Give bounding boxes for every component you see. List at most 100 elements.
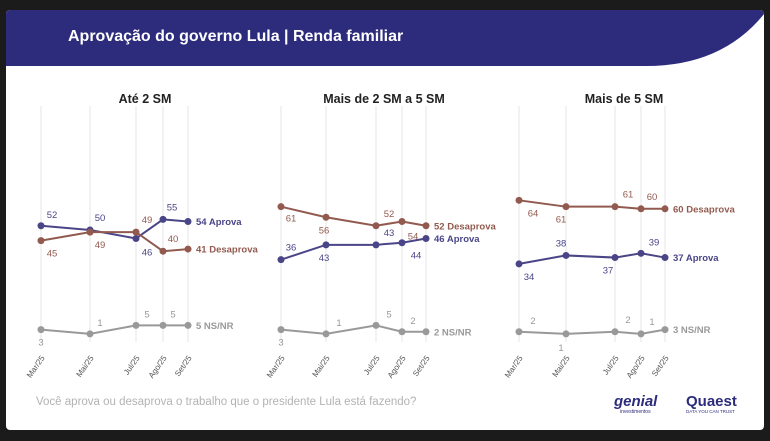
x-tick-label: Mar/25 — [503, 354, 525, 380]
data-label: 43 — [384, 228, 395, 239]
data-label: 37 — [603, 266, 614, 277]
data-point — [372, 241, 380, 249]
data-point — [184, 321, 192, 329]
data-label: 39 — [649, 237, 660, 248]
x-tick-label: Mar/25 — [25, 354, 47, 380]
x-tick-label: Ago/25 — [147, 354, 169, 380]
series-line — [40, 218, 189, 240]
title-banner — [6, 10, 764, 66]
data-point — [37, 326, 45, 334]
data-label: 40 — [168, 234, 179, 245]
quaest-logo: Quaest DATA YOU CAN TRUST — [686, 394, 737, 414]
data-point — [398, 239, 406, 247]
series-end-label: 2 NS/NR — [434, 327, 472, 338]
series-end-label: 52 Desaprova — [434, 221, 497, 232]
data-point — [277, 326, 285, 334]
data-label: 5 — [386, 309, 391, 320]
data-point — [86, 228, 94, 236]
genial-logo: genial investimentos — [614, 394, 657, 415]
data-label: 3 — [278, 338, 283, 349]
x-tick-label: Mai/25 — [550, 354, 571, 379]
data-point — [132, 321, 140, 329]
data-label: 38 — [556, 238, 567, 249]
x-tick-label: Jul/25 — [122, 354, 142, 377]
series-end-label: 3 NS/NR — [673, 325, 711, 336]
data-point — [611, 254, 619, 262]
data-label: 49 — [95, 240, 106, 251]
x-tick-label: Set/25 — [650, 354, 671, 379]
data-label: 52 — [47, 210, 58, 221]
data-point — [637, 249, 645, 257]
panel-title: Mais de 2 SM a 5 SM — [323, 92, 445, 106]
data-point — [422, 234, 430, 242]
data-label: 46 — [142, 247, 153, 258]
x-tick-label: Set/25 — [411, 354, 432, 379]
data-label: 5 — [144, 309, 149, 320]
data-point — [277, 256, 285, 264]
data-point — [132, 228, 140, 236]
data-label: 64 — [528, 208, 539, 219]
data-point — [422, 328, 430, 336]
data-label: 61 — [286, 214, 297, 225]
genial-logo-text: genial — [614, 393, 658, 410]
data-point — [159, 215, 167, 223]
data-point — [661, 254, 669, 262]
data-label: 2 — [530, 316, 535, 327]
quaest-logo-text: Quaest — [686, 393, 737, 410]
data-label: 36 — [286, 243, 297, 254]
data-label: 1 — [97, 318, 102, 329]
data-label: 5 — [170, 309, 175, 320]
data-label: 50 — [95, 213, 106, 224]
series-end-label: 46 Aprova — [434, 234, 480, 245]
data-label: 60 — [647, 192, 658, 203]
data-label: 61 — [556, 215, 567, 226]
data-point — [322, 213, 330, 221]
data-label: 44 — [411, 251, 422, 262]
data-point — [515, 196, 523, 204]
data-point — [322, 330, 330, 338]
data-label: 1 — [558, 343, 563, 354]
data-point — [611, 203, 619, 211]
data-point — [398, 328, 406, 336]
x-tick-label: Mai/25 — [74, 354, 95, 379]
survey-question: Você aprova ou desaprova o trabalho que … — [36, 396, 417, 408]
x-tick-label: Jul/25 — [601, 354, 621, 377]
data-label: 45 — [47, 249, 58, 260]
data-label: 56 — [319, 225, 330, 236]
data-label: 52 — [384, 209, 395, 220]
x-tick-label: Jul/25 — [362, 354, 382, 377]
data-point — [515, 260, 523, 268]
series-end-label: 5 NS/NR — [196, 321, 234, 332]
x-tick-label: Mar/25 — [265, 354, 287, 380]
data-label: 49 — [142, 215, 153, 226]
x-tick-label: Set/25 — [173, 354, 194, 379]
data-label: 2 — [625, 315, 630, 326]
series-end-label: 37 Aprova — [673, 253, 719, 264]
data-label: 61 — [623, 190, 634, 201]
data-point — [184, 245, 192, 253]
data-point — [398, 218, 406, 226]
data-point — [637, 330, 645, 338]
series-end-label: 41 Desaprova — [196, 245, 259, 256]
data-point — [637, 205, 645, 213]
data-point — [277, 203, 285, 211]
data-point — [37, 237, 45, 245]
data-point — [184, 218, 192, 226]
data-label: 2 — [410, 316, 415, 327]
data-label: 34 — [524, 272, 535, 283]
banner-shape — [6, 10, 764, 66]
data-point — [86, 330, 94, 338]
data-point — [372, 222, 380, 230]
genial-logo-subtext: investimentos — [620, 409, 651, 415]
data-label: 1 — [336, 318, 341, 329]
data-point — [132, 234, 140, 242]
data-point — [661, 205, 669, 213]
data-label: 55 — [167, 202, 178, 213]
x-tick-label: Ago/25 — [386, 354, 408, 380]
data-point — [37, 222, 45, 230]
series-end-label: 60 Desaprova — [673, 204, 736, 215]
data-point — [562, 203, 570, 211]
data-label: 3 — [38, 338, 43, 349]
data-point — [372, 321, 380, 329]
